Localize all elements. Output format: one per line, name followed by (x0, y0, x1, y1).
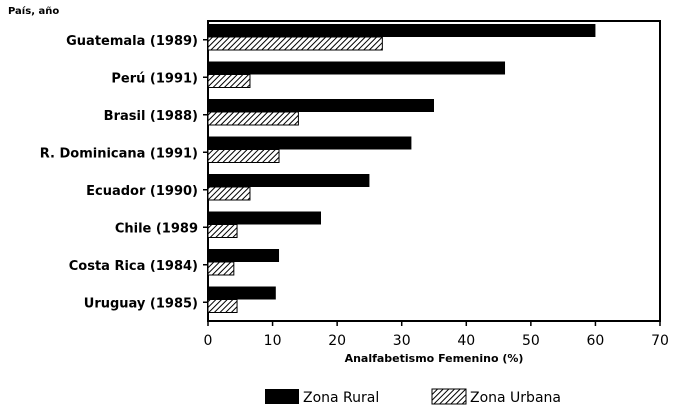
plot-frame (207, 20, 661, 322)
x-tick-label: 0 (204, 333, 213, 349)
x-tick-label: 30 (393, 333, 411, 349)
bar-zona-rural (208, 249, 280, 262)
x-axis-label: Analfabetismo Femenino (%) (345, 352, 524, 365)
x-tick-label: 20 (328, 333, 346, 349)
bar-zona-urbana (207, 111, 299, 126)
bar-zona-urbana (207, 74, 251, 88)
legend-label-urbana: Zona Urbana (470, 390, 561, 406)
bar-zona-rural (208, 174, 370, 187)
category-label: Perú (1991) (111, 71, 198, 86)
bar-zona-rural (208, 136, 412, 150)
bar-zona-urbana (207, 36, 383, 51)
bar-zona-rural (208, 24, 596, 37)
legend-swatch-rural (265, 389, 299, 404)
bar-zona-rural (208, 61, 506, 75)
legend: Zona Rural Zona Urbana (265, 388, 561, 406)
category-label: Guatemala (1989) (66, 34, 198, 49)
category-label: R. Dominicana (1991) (40, 146, 198, 161)
bar-zona-rural (208, 286, 276, 300)
x-tick-label: 40 (457, 333, 475, 349)
x-tick-label: 70 (651, 333, 669, 349)
bar-zona-rural (208, 99, 434, 112)
plot-area: 0 10 20 30 40 50 60 70 Guatemala (1989) Perú (199… (40, 20, 669, 349)
legend-label-rural: Zona Rural (303, 390, 379, 406)
category-label: Brasil (1988) (104, 109, 198, 124)
x-tick-label: 60 (587, 333, 605, 349)
category-label: Ecuador (1990) (86, 184, 198, 199)
category-label: Uruguay (1985) (84, 296, 198, 311)
category-label: Chile (1989 (115, 221, 198, 236)
category-label: Costa Rica (1984) (69, 259, 198, 274)
bar-zona-urbana (207, 224, 238, 238)
bar-zona-rural (208, 211, 321, 225)
bar-zona-urbana (207, 261, 235, 276)
x-tick-label: 50 (522, 333, 540, 349)
y-axis-header: País, año (8, 5, 59, 17)
bar-zona-urbana (207, 299, 238, 313)
bar-zona-urbana (207, 186, 251, 201)
legend-swatch-urbana (431, 388, 467, 405)
bar-zona-urbana (207, 149, 280, 163)
x-tick-label: 10 (264, 333, 282, 349)
